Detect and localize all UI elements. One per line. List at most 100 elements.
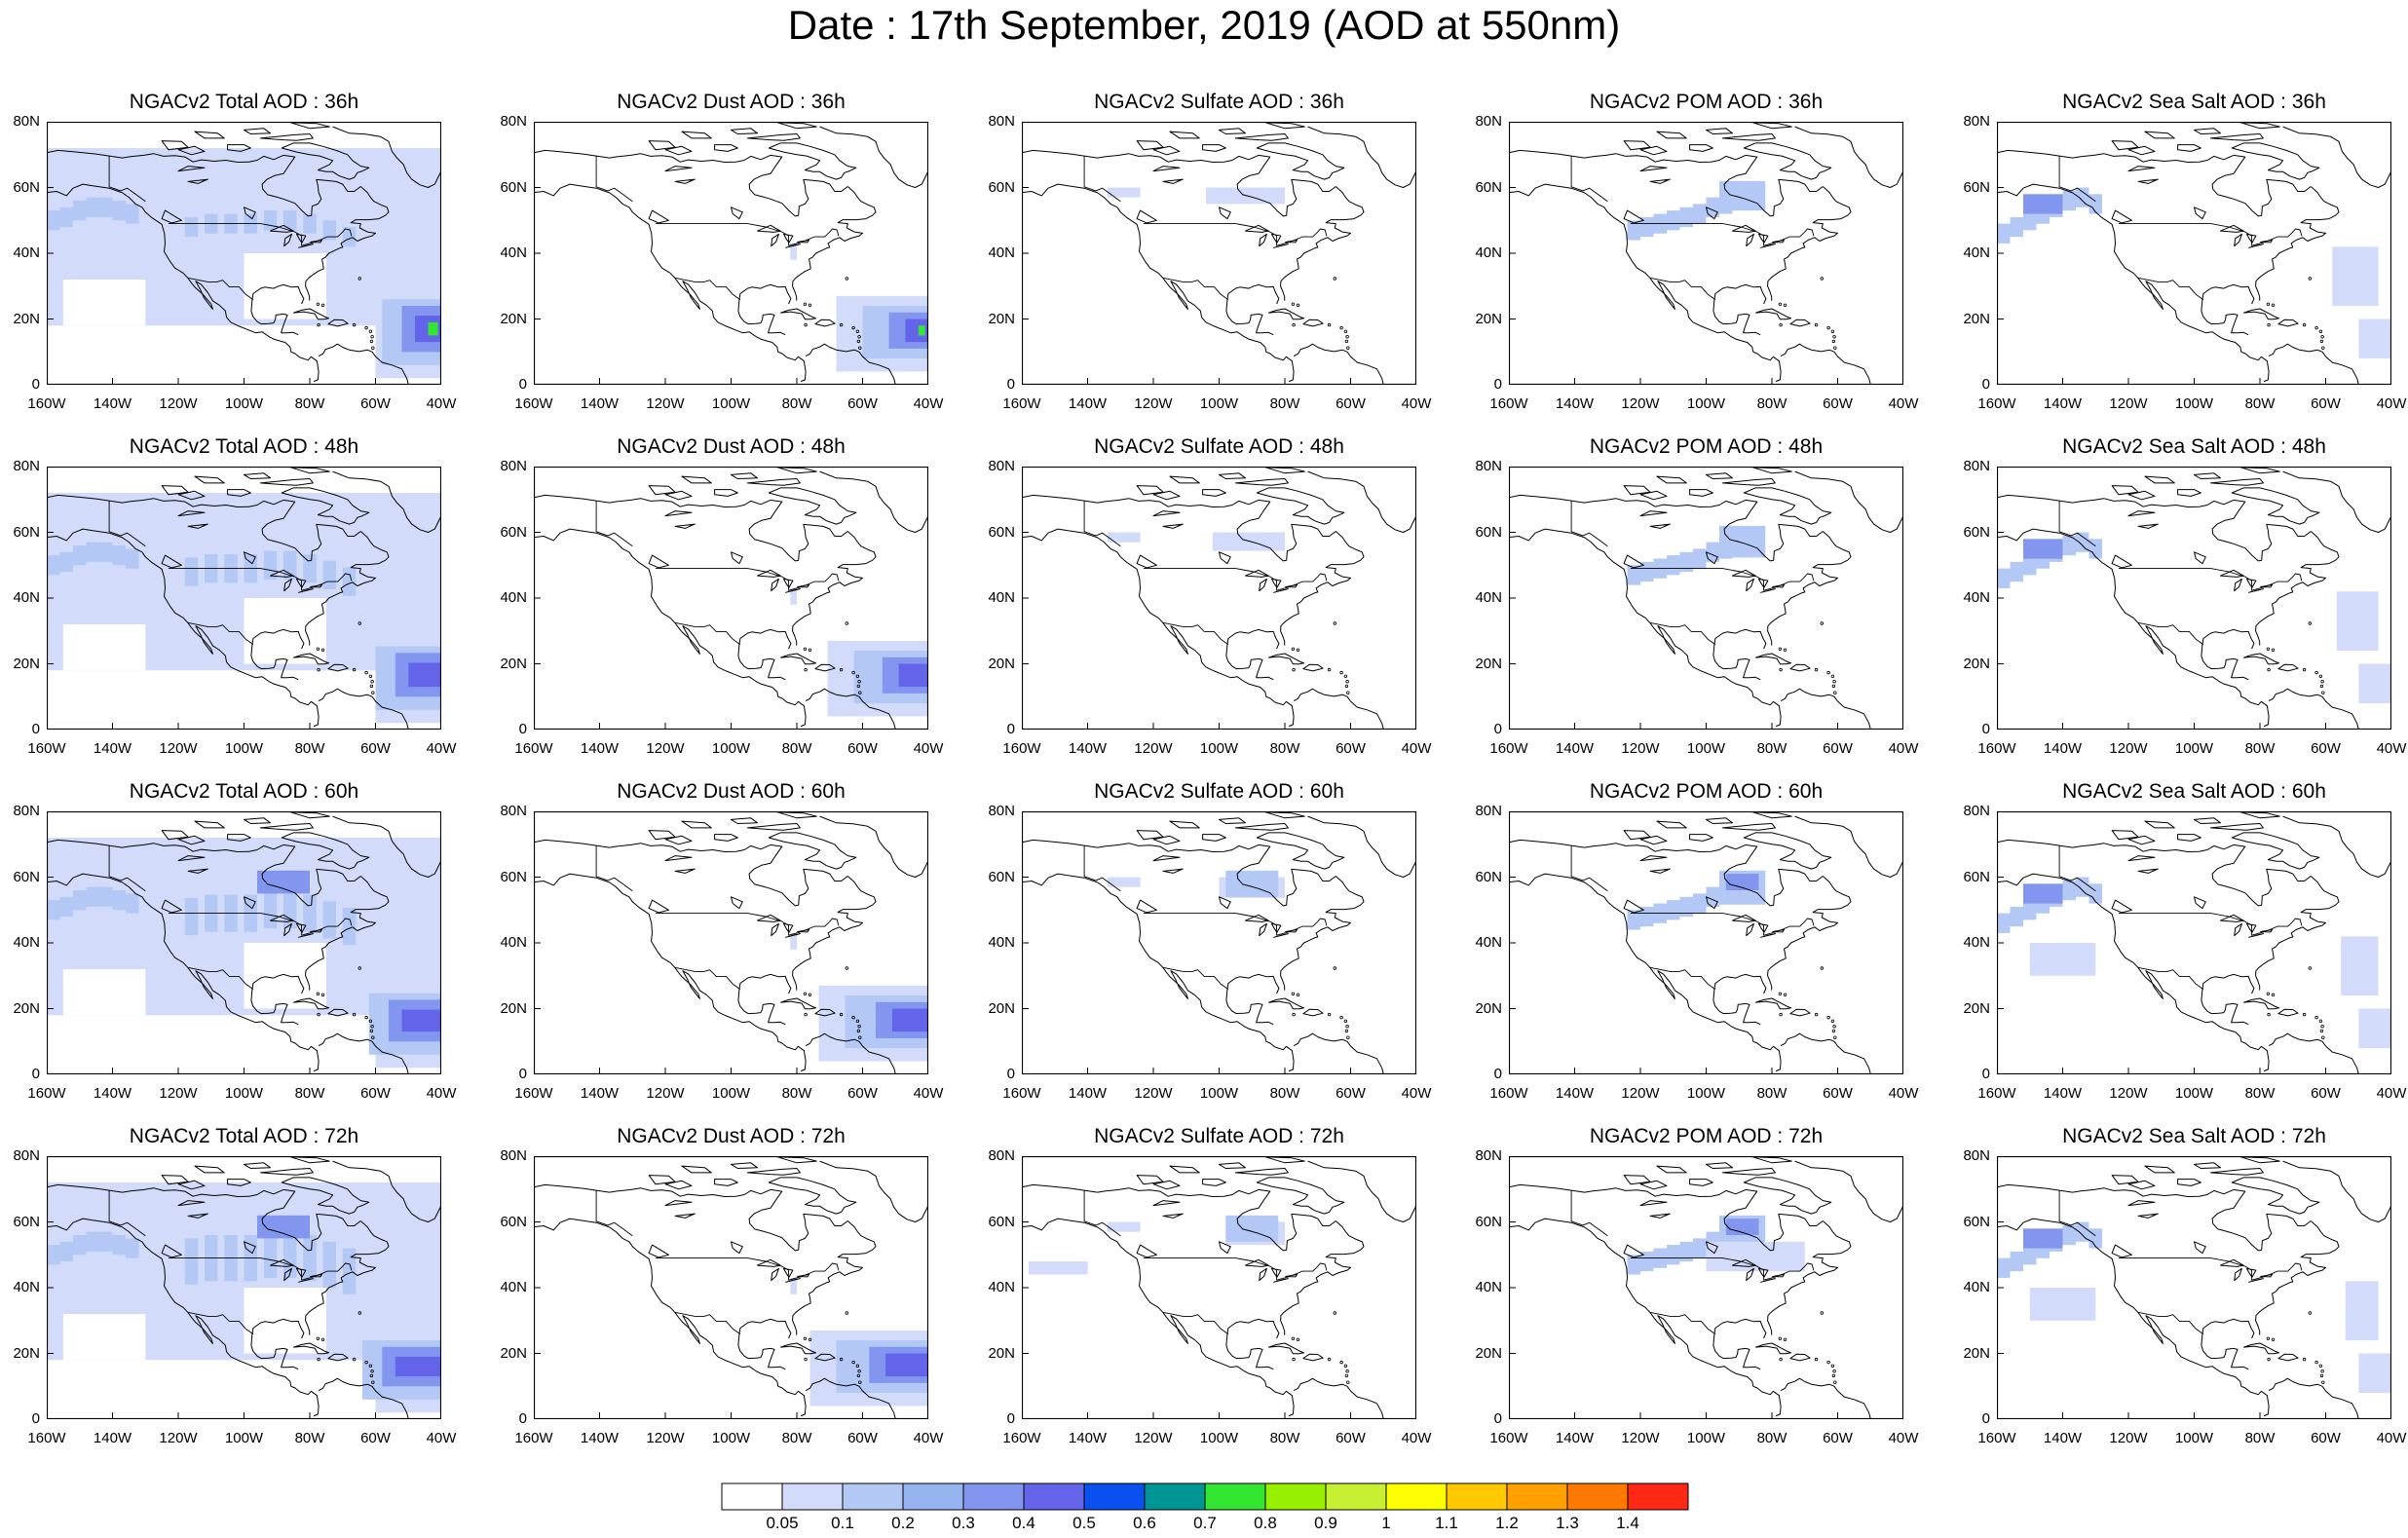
aod-plume: [47, 555, 60, 576]
panel-title: NGACv2 Total AOD : 48h: [129, 435, 359, 458]
political-border: [2137, 966, 2204, 990]
island: [352, 322, 357, 327]
political-border: [1162, 966, 1229, 990]
y-tick-label: 60N: [1963, 523, 1990, 541]
coastline: [1997, 494, 2312, 562]
island: [858, 691, 862, 694]
island: [1343, 1364, 1348, 1368]
coastline: [318, 1032, 409, 1074]
island: [839, 1012, 844, 1017]
coastline: [1789, 663, 1811, 672]
colorbar-swatch: [1144, 1482, 1206, 1511]
lake-outline: [2137, 178, 2159, 184]
panel-title: NGACv2 Sea Salt AOD : 36h: [2062, 91, 2326, 113]
coastline: [1767, 531, 1852, 646]
panel-title: NGACv2 Sulfate AOD : 48h: [1094, 435, 1344, 458]
x-tick-label: 120W: [2109, 1430, 2148, 1446]
y-tick-label: 60N: [1475, 178, 1502, 196]
coastline: [1509, 873, 1782, 1072]
lake-outline: [2234, 1267, 2242, 1282]
x-tick-label: 80W: [781, 1430, 812, 1446]
x-tick-label: 80W: [1269, 1085, 1300, 1102]
x-tick-label: 60W: [1823, 1430, 1853, 1446]
aod-plume: [342, 908, 357, 946]
coastline: [1706, 1162, 1733, 1169]
coastline: [768, 487, 857, 525]
map-plot: [1997, 811, 2391, 1074]
island: [316, 647, 320, 651]
aod-plume: [184, 1238, 199, 1285]
aod-field: [1107, 532, 1141, 543]
colorbar-swatch: [1506, 1482, 1568, 1511]
coastline: [2209, 133, 2264, 141]
island: [316, 1336, 320, 1340]
political-border: [674, 621, 741, 645]
coastline: [1219, 817, 1246, 824]
coastline: [819, 815, 928, 878]
aod-shading: [1627, 180, 1766, 241]
political-border: [2118, 1257, 2303, 1281]
island: [1296, 648, 1300, 652]
aod-shading: [1627, 1215, 1805, 1275]
x-tick-label: 160W: [514, 740, 553, 757]
lake-outline: [1772, 240, 1785, 244]
coastline: [1268, 997, 1305, 1010]
island: [2266, 647, 2271, 651]
island: [1778, 647, 1783, 651]
x-tick-label: 60W: [847, 395, 878, 412]
coastline: [2127, 145, 2156, 156]
colorbar-swatch: [781, 1482, 844, 1511]
lake-outline: [1271, 578, 1282, 588]
map-panel-seasalt-36h: NGACv2 Sea Salt AOD : 36h 160W 140W 120W 100…: [1950, 91, 2408, 428]
x-tick-label: 60W: [847, 740, 878, 757]
aod-plume: [283, 1231, 297, 1278]
coastline: [2201, 628, 2255, 681]
coastline: [1280, 876, 1365, 991]
y-tick-label: 0: [1493, 1410, 1502, 1427]
colorbar-label: 1.1: [1435, 1514, 1458, 1532]
island: [1833, 691, 1837, 694]
panel-title: NGACv2 Sea Salt AOD : 48h: [2062, 435, 2326, 458]
coastline: [1689, 489, 1713, 497]
coastline: [2144, 131, 2175, 139]
coastline: [681, 820, 712, 829]
coastline: [1767, 876, 1852, 991]
aod-shading: [1627, 870, 1766, 930]
x-tick-label: 100W: [1686, 395, 1726, 412]
coastline: [1022, 528, 1295, 728]
aod-shading: [1997, 1221, 2391, 1393]
island: [1343, 329, 1348, 333]
aod-clear: [62, 969, 146, 1016]
map-panel-seasalt-48h: NGACv2 Sea Salt AOD : 48h 160W 140W 120W 100…: [1950, 435, 2408, 772]
lake-outline: [785, 244, 801, 248]
island: [1344, 1029, 1349, 1033]
y-tick-label: 60N: [988, 868, 1015, 885]
aod-plume: [73, 1235, 87, 1256]
coastline: [1509, 1218, 1782, 1417]
aod-field: [1107, 1221, 1141, 1232]
coastline: [305, 876, 390, 991]
political-border: [108, 845, 146, 892]
coastline: [731, 1162, 758, 1169]
aod-field: [1107, 187, 1141, 198]
island: [1346, 346, 1350, 350]
island: [845, 966, 848, 970]
political-border: [2137, 621, 2204, 645]
panel-title: NGACv2 POM AOD : 48h: [1589, 435, 1824, 458]
lake-outline: [674, 868, 696, 874]
coastline: [1743, 142, 1832, 180]
aod-plume: [1640, 561, 1654, 582]
coastline: [1639, 145, 1668, 156]
x-tick-label: 80W: [294, 395, 325, 412]
coastline: [289, 811, 330, 819]
aod-plume: [263, 550, 278, 580]
lake-outline: [1746, 233, 1754, 247]
aod-shading: [47, 838, 441, 1069]
coastline: [1225, 283, 1280, 336]
lake-outline: [1706, 896, 1718, 910]
island: [2321, 1380, 2325, 1384]
x-tick-label: 80W: [781, 740, 812, 757]
lake-outline: [283, 1267, 292, 1282]
aod-plume: [2010, 906, 2023, 927]
x-tick-label: 80W: [1756, 395, 1787, 412]
